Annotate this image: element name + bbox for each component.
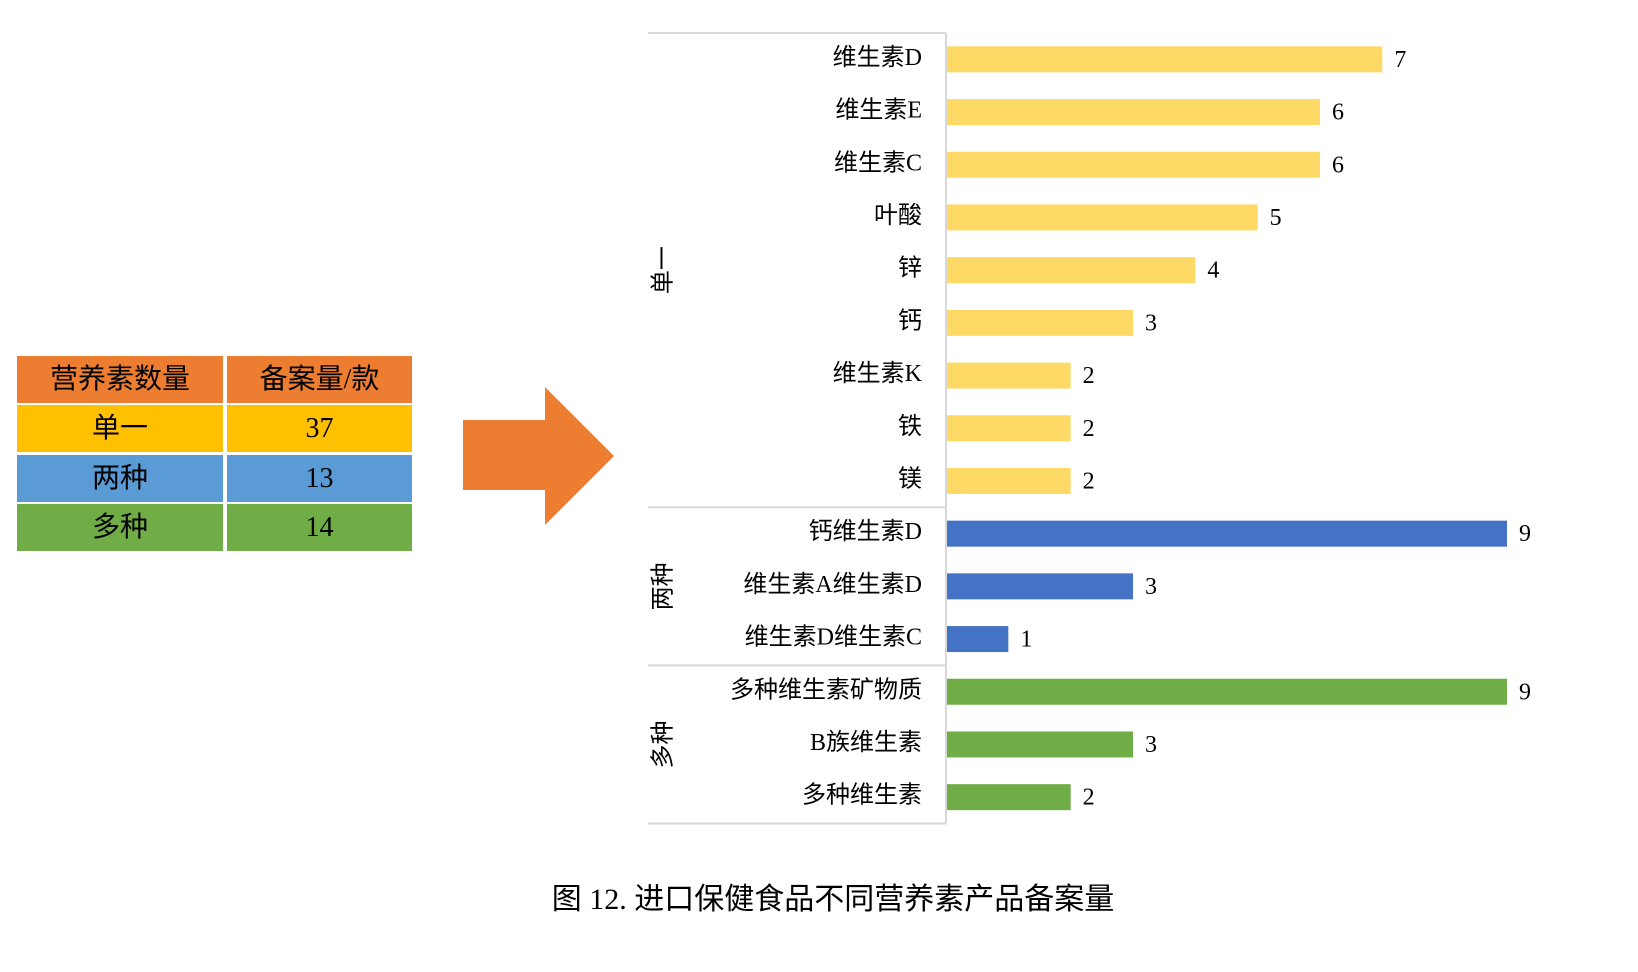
bar: [946, 573, 1133, 600]
bar: [946, 46, 1383, 73]
arrow: [463, 387, 614, 525]
group-label: 多种: [650, 720, 677, 768]
table-cell: [227, 455, 412, 502]
category-label: 钙维生素D: [809, 518, 922, 545]
table-cell: [227, 356, 412, 403]
category-label: 叶酸: [874, 202, 922, 229]
group-label: 两种: [650, 562, 677, 610]
category-label: 维生素D: [833, 44, 922, 71]
category-label: 维生素C: [834, 149, 922, 176]
value-label: 5: [1270, 205, 1282, 231]
bar: [946, 626, 1009, 653]
table-cell-text: 13: [306, 463, 334, 494]
table-cell-text: 37: [306, 413, 334, 444]
value-label: 4: [1207, 258, 1219, 284]
category-label: 锌: [898, 255, 922, 282]
category-label: B族维生素: [810, 729, 922, 756]
value-label: 2: [1083, 785, 1095, 811]
value-label: 9: [1519, 521, 1531, 547]
value-label: 7: [1394, 47, 1406, 73]
table-cell-text: 两种: [92, 462, 148, 494]
table-cell: [17, 504, 223, 551]
value-label: 2: [1083, 363, 1095, 389]
table-header: 备案量/款: [260, 363, 380, 395]
value-label: 2: [1083, 416, 1095, 442]
table-cell-text: 14: [306, 512, 334, 543]
bar: [946, 467, 1071, 494]
table-header: 营养素数量: [50, 363, 190, 395]
bar: [946, 204, 1258, 231]
bar: [946, 151, 1320, 178]
category-label: 铁: [898, 413, 922, 440]
value-label: 3: [1145, 732, 1157, 758]
bar: [946, 678, 1507, 705]
bar: [946, 257, 1196, 284]
caption: 图 12. 进口保健食品不同营养素产品备案量: [552, 883, 1115, 916]
category-label: 维生素K: [833, 360, 923, 387]
category-label: 多种维生素矿物质: [730, 676, 922, 703]
category-label: 镁: [898, 465, 922, 492]
category-label: 钙: [898, 307, 922, 334]
value-label: 3: [1145, 574, 1157, 600]
table-cell: [17, 405, 223, 452]
table-cell: [227, 504, 412, 551]
value-label: 1: [1020, 627, 1032, 653]
bar: [946, 520, 1507, 547]
table-cell-text: 多种: [92, 511, 148, 543]
table-cell: [17, 455, 223, 502]
category-label: 多种维生素: [802, 782, 922, 809]
table-cell-text: 单一: [92, 412, 148, 444]
category-label: 维生素E: [835, 97, 922, 124]
value-label: 3: [1145, 310, 1157, 336]
category-label: 维生素A维生素D: [743, 571, 922, 598]
value-label: 6: [1332, 152, 1344, 178]
bar: [946, 784, 1071, 811]
bar: [946, 99, 1320, 126]
group-label: 单一: [650, 246, 677, 294]
category-label: 维生素D维生素C: [745, 624, 922, 651]
table-cell: [17, 356, 223, 403]
bar: [946, 362, 1071, 389]
value-label: 2: [1083, 468, 1095, 494]
value-label: 9: [1519, 679, 1531, 705]
value-label: 6: [1332, 100, 1344, 126]
bar: [946, 731, 1133, 758]
table-cell: [227, 405, 412, 452]
bar: [946, 309, 1133, 336]
bar: [946, 415, 1071, 442]
